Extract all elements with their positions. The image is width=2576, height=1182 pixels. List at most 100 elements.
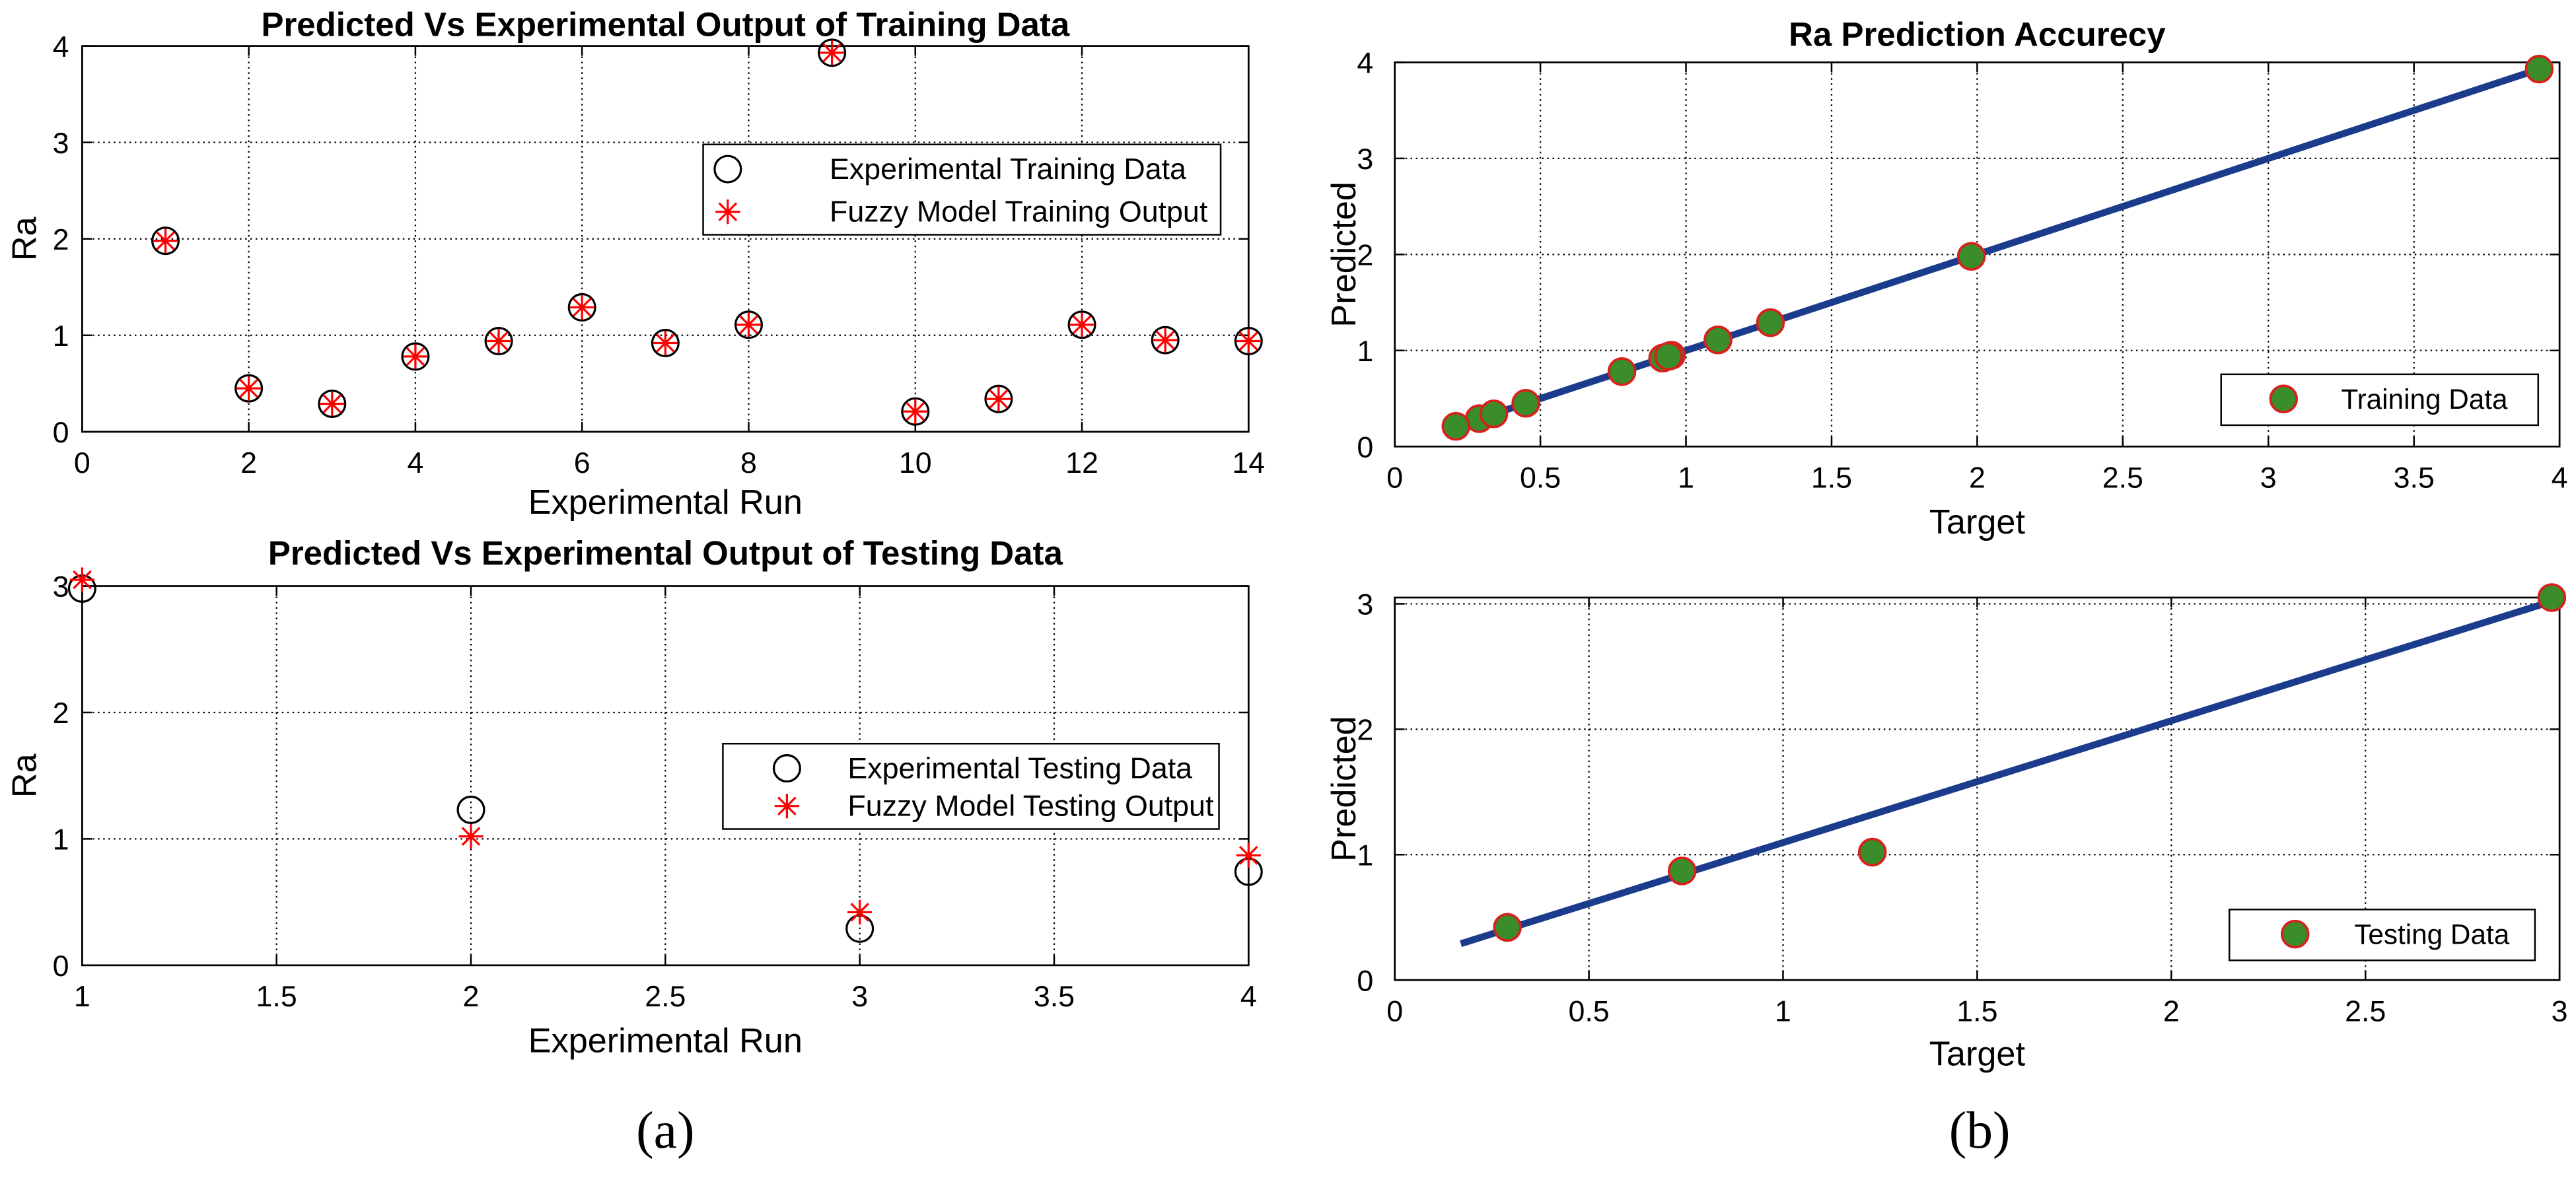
training-run-x-axis-label: Experimental Run: [528, 483, 803, 522]
testing-run-fuzzy-model-testing-output-point: [847, 899, 873, 925]
testing-accuracy-legend-box: [2228, 909, 2536, 961]
testing-accuracy-testing-data-point: [1493, 913, 1522, 942]
training-accuracy-y-tick-label: 4: [1357, 47, 1373, 80]
training-run-x-tick-label: 10: [899, 446, 932, 479]
testing-accuracy-y-tick-label: 3: [1357, 588, 1373, 621]
training-run-y-tick-label: 3: [53, 127, 69, 160]
testing-run-y-tick-label: 0: [53, 950, 69, 983]
training-run-experimental-training-data-point: [484, 327, 513, 356]
testing-accuracy-y-tick-label: 1: [1357, 839, 1373, 872]
training-run-axes-background: [82, 46, 1249, 432]
training-run-fuzzy-model-training-output-point: [819, 40, 845, 65]
training-accuracy-legend: Training Data: [2220, 373, 2540, 427]
training-run-fuzzy-model-training-output-point: [403, 344, 428, 369]
training-run-x-tick-label: 6: [574, 446, 590, 479]
training-run-experimental-training-data-point: [234, 374, 264, 403]
training-accuracy-x-tick-label: 4: [2552, 461, 2568, 494]
training-accuracy-y-tick-label: 1: [1357, 335, 1373, 368]
testing-accuracy-testing-data-point: [1857, 837, 1887, 867]
training-accuracy-x-tick-label: 0: [1386, 461, 1403, 494]
testing-run-fuzzy-model-testing-output-point: [458, 823, 483, 849]
training-run-legend-experimental-training-data-marker: [713, 155, 742, 184]
training-run-x-tick-label: 4: [407, 446, 423, 479]
training-run-experimental-training-data-point: [1234, 327, 1263, 356]
testing-accuracy-fit-line: [1460, 598, 2553, 948]
testing-run-x-axis-label: Experimental Run: [528, 1022, 803, 1060]
testing-run-x-tick-label: 2: [463, 980, 480, 1013]
testing-run-experimental-testing-data-point: [456, 795, 485, 824]
training-run-legend: Experimental Training Data Fuzzy Model Tr…: [702, 143, 1222, 236]
training-run-legend-experimental-training-data-label: Experimental Training Data: [830, 153, 1186, 186]
testing-accuracy-x-tick-label: 0.5: [1568, 994, 1609, 1027]
training-accuracy-training-data-point: [1479, 400, 1509, 429]
testing-accuracy-x-tick-label: 2: [2163, 994, 2180, 1027]
testing-run-y-tick-label: 1: [53, 823, 69, 856]
training-run-fuzzy-model-training-output-point: [1153, 328, 1178, 353]
testing-accuracy-y-axis-label: Predicted: [1325, 716, 1363, 862]
testing-run-fuzzy-model-testing-output-point: [69, 567, 95, 592]
training-accuracy-training-data-point: [1654, 341, 1683, 371]
testing-run-fuzzy-model-testing-output-point: [1236, 843, 1261, 868]
training-run-fuzzy-model-training-output-point: [736, 312, 762, 337]
training-run-fuzzy-model-training-output-point: [320, 391, 345, 417]
testing-run-x-tick-label: 2.5: [645, 980, 686, 1013]
testing-accuracy-x-tick-label: 1.5: [1956, 994, 1997, 1027]
training-run-y-tick-label: 2: [53, 223, 69, 256]
testing-run-legend-experimental-testing-data-label: Experimental Testing Data: [847, 751, 1192, 784]
testing-run-legend-fuzzy-model-testing-output-label: Fuzzy Model Testing Output: [847, 790, 1214, 823]
training-run-y-tick-label: 0: [53, 416, 69, 449]
training-accuracy-x-tick-label: 2.5: [2102, 461, 2143, 494]
training-run-x-tick-label: 8: [740, 446, 757, 479]
training-run-fuzzy-model-training-output-point: [986, 386, 1011, 411]
training-run-experimental-training-data-point: [984, 384, 1013, 413]
training-run-fuzzy-model-training-output-point: [1069, 312, 1094, 337]
training-accuracy-training-data-point: [1441, 411, 1471, 441]
training-accuracy-y-axis-label: Predicted: [1325, 182, 1363, 328]
training-run-fuzzy-model-training-output-point: [236, 376, 262, 401]
caption-a: (a): [636, 1101, 694, 1160]
testing-run-x-tick-label: 4: [1240, 980, 1257, 1013]
testing-accuracy-x-tick-label: 3: [2552, 994, 2568, 1027]
caption-b: (b): [1949, 1101, 2011, 1160]
testing-run-legend: Experimental Testing Data Fuzzy Model Tes…: [722, 742, 1220, 830]
testing-run-y-tick-label: 2: [53, 697, 69, 730]
testing-accuracy-x-axis-label: Target: [1929, 1035, 2026, 1073]
training-run-fuzzy-model-training-output-point: [153, 228, 178, 254]
training-run-experimental-training-data-point: [818, 38, 847, 67]
training-run-experimental-training-data-point: [651, 328, 680, 357]
testing-run-y-tick-label: 3: [53, 571, 69, 604]
testing-run-x-tick-label: 3.5: [1034, 980, 1075, 1013]
training-run-fuzzy-model-training-output-point: [486, 328, 511, 354]
training-run-fuzzy-model-training-output-point: [653, 330, 678, 356]
training-run-x-tick-label: 14: [1232, 446, 1265, 479]
testing-run-legend-experimental-testing-data-marker: [772, 753, 801, 783]
training-accuracy-x-tick-label: 1.5: [1811, 461, 1852, 494]
training-run-y-tick-label: 4: [53, 30, 69, 63]
training-run-experimental-training-data-point: [567, 293, 596, 322]
training-accuracy-y-tick-label: 0: [1357, 431, 1373, 464]
training-run-experimental-training-data-point: [318, 389, 347, 418]
training-accuracy-x-axis-label: Target: [1929, 503, 2026, 541]
training-run-x-tick-label: 2: [240, 446, 257, 479]
training-accuracy-training-data-point: [2524, 54, 2554, 84]
training-run-experimental-training-data-point: [401, 342, 430, 371]
training-accuracy-legend-training-data-label: Training Data: [2341, 384, 2508, 415]
testing-run-x-tick-label: 3: [851, 980, 868, 1013]
training-run-experimental-training-data-point: [901, 397, 930, 426]
testing-accuracy-y-tick-label: 0: [1357, 964, 1373, 997]
training-run-fuzzy-model-training-output-point: [569, 295, 594, 320]
training-accuracy-training-data-point: [1703, 326, 1733, 355]
testing-accuracy-legend-testing-data-label: Testing Data: [2354, 919, 2509, 950]
training-run-x-tick-label: 0: [74, 446, 90, 479]
training-accuracy-legend-training-data-marker: [2269, 384, 2299, 413]
training-run-legend-fuzzy-model-training-output-label: Fuzzy Model Training Output: [830, 195, 1208, 228]
training-run-fuzzy-model-training-output-point: [903, 399, 928, 424]
testing-accuracy-y-tick-label: 2: [1357, 714, 1373, 747]
training-accuracy-x-tick-label: 1: [1678, 461, 1694, 494]
training-accuracy-title: Ra Prediction Accurecy: [1789, 16, 2166, 53]
testing-accuracy-x-tick-label: 2.5: [2345, 994, 2386, 1027]
testing-accuracy-x-tick-label: 1: [1775, 994, 1791, 1027]
testing-accuracy-legend: Testing Data: [2228, 909, 2536, 961]
